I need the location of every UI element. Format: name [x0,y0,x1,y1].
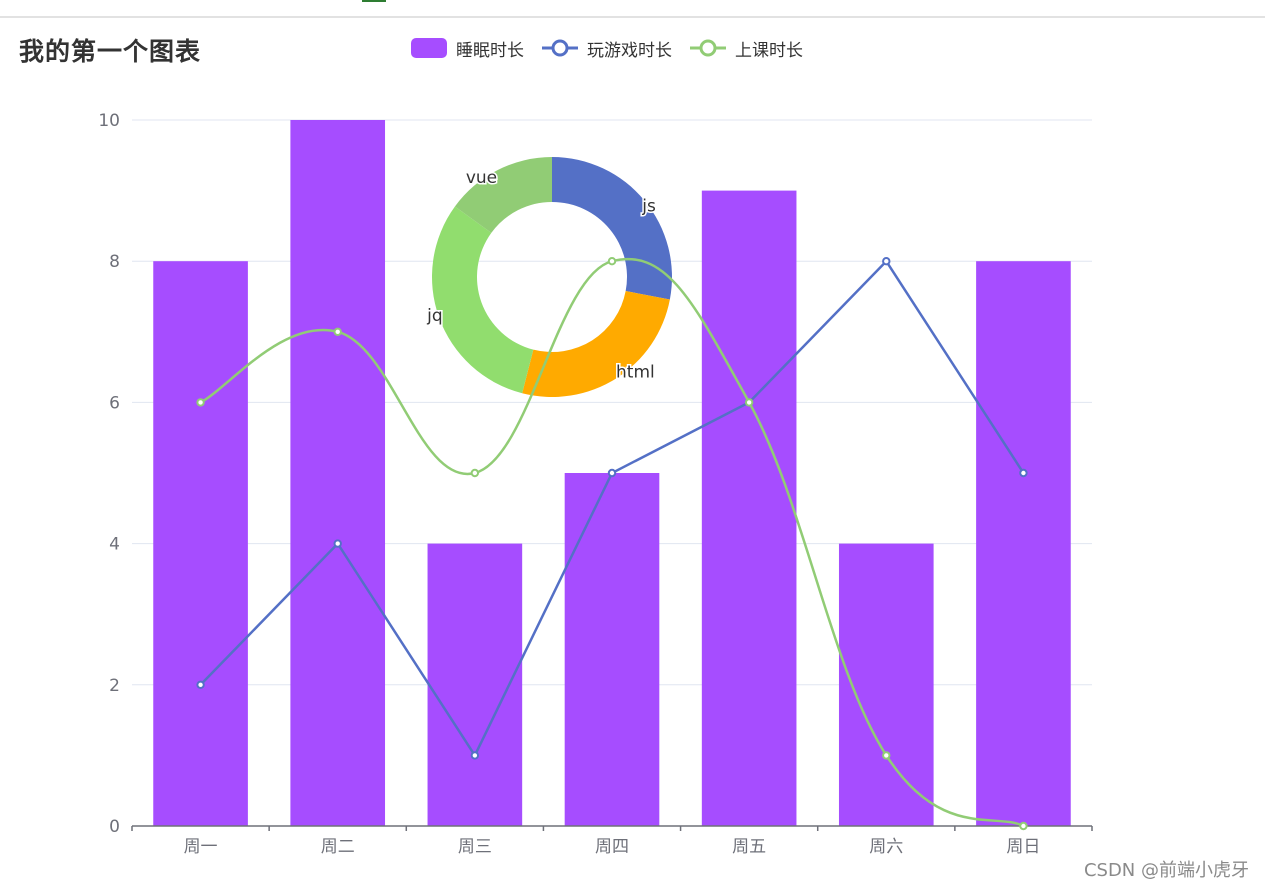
line-point[interactable] [882,751,891,760]
line-point[interactable] [1019,821,1028,831]
chart-legend: 睡眠时长 玩游戏时长 上课时长 [410,35,820,61]
legend-item-game[interactable]: 玩游戏时长 [541,36,672,61]
line-series [196,257,1028,831]
axes: 0 2 4 6 8 10 周一 周二 周三 周四 周五 周六 周日 [98,111,1093,857]
line-point[interactable] [470,751,480,760]
legend-label-sleep: 睡眠时长 [456,40,524,61]
pie-slice[interactable] [454,157,552,233]
chart-title: 我的第一个图表 [19,37,202,66]
y-tick-label: 2 [109,676,120,696]
legend-line-swatch-icon [542,39,578,57]
line-point[interactable] [196,398,205,407]
bar[interactable] [564,473,660,826]
top-divider [0,16,1265,18]
line-point[interactable] [470,468,480,478]
pie-slice[interactable] [432,206,534,394]
legend-bar-swatch-icon [411,38,447,58]
bar[interactable] [838,543,934,826]
line-point[interactable] [744,398,754,407]
legend-label-class: 上课时长 [735,40,803,61]
legend-line-swatch-icon [690,39,726,57]
line-point[interactable] [607,257,617,266]
y-tick-label: 10 [98,111,120,131]
bar[interactable] [290,120,386,826]
line-point[interactable] [333,327,342,336]
pie-slice-label: js [641,197,656,217]
bar[interactable] [427,543,523,826]
donut-chart: js html jq vue [425,157,672,397]
pie-slice-label: html [616,363,655,383]
y-tick-label: 0 [109,817,120,837]
bar-series [153,120,1071,827]
pie-slice[interactable] [552,157,672,300]
legend-label-game: 玩游戏时长 [587,40,672,61]
y-tick-label: 8 [109,252,120,272]
bar[interactable] [701,190,797,827]
line-point[interactable] [882,257,891,266]
legend-item-sleep[interactable]: 睡眠时长 [410,36,524,61]
pie-slice-label: vue [466,168,497,188]
line-point[interactable] [196,680,205,689]
top-edge-mark [362,0,386,2]
line-point[interactable] [607,468,617,478]
bar[interactable] [153,261,248,826]
y-tick-label: 4 [109,535,120,555]
pie-slice[interactable] [522,291,670,397]
line-point[interactable] [1019,468,1028,478]
watermark: CSDN @前端小虎牙 [1083,860,1249,881]
x-tick-label: 周三 [458,837,492,857]
x-tick-label: 周日 [1006,837,1040,857]
x-tick-label: 周六 [869,837,903,857]
y-tick-label: 6 [109,393,120,413]
x-tick-label: 周一 [184,837,218,857]
x-tick-label: 周五 [732,837,766,857]
x-tick-label: 周四 [595,837,629,857]
x-tick-label: 周二 [321,837,355,857]
legend-item-class[interactable]: 上课时长 [689,36,803,61]
bar[interactable] [976,261,1071,826]
pie-slice-label: jq [426,306,443,326]
line-point[interactable] [333,539,342,548]
